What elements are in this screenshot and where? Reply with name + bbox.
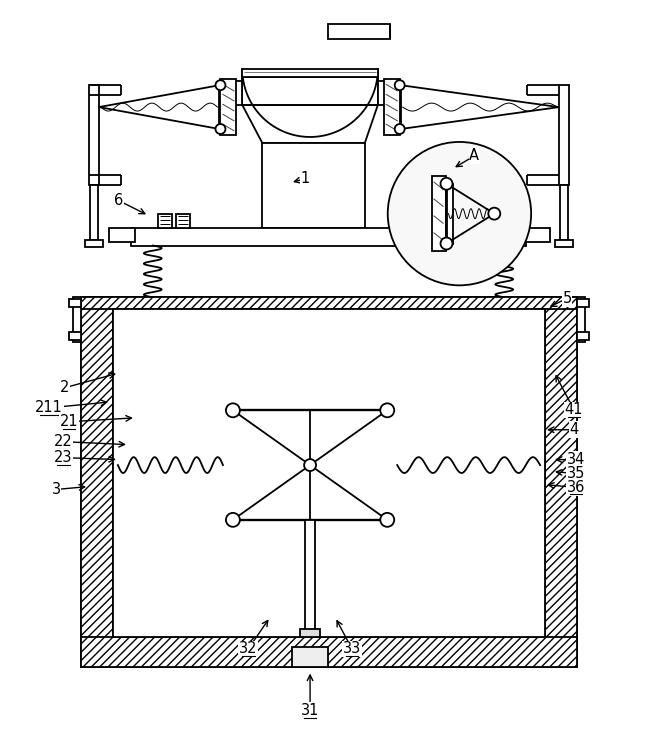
Bar [432, 176, 445, 251]
Bar [81, 637, 577, 666]
Text: 21: 21 [60, 414, 78, 429]
Bar [242, 69, 378, 77]
Text: 36: 36 [567, 480, 585, 495]
Circle shape [215, 80, 226, 91]
Bar [545, 297, 577, 666]
Circle shape [395, 80, 405, 91]
Circle shape [440, 178, 453, 190]
Bar [577, 299, 589, 307]
Circle shape [304, 459, 316, 471]
Bar [384, 80, 399, 135]
Text: 4: 4 [569, 422, 578, 437]
Circle shape [380, 513, 394, 527]
Text: 31: 31 [301, 703, 319, 718]
Circle shape [440, 237, 453, 250]
Bar [220, 80, 236, 135]
Bar [85, 239, 103, 247]
Circle shape [215, 124, 226, 134]
Bar [81, 297, 113, 666]
Bar [378, 81, 399, 105]
Bar [176, 214, 190, 228]
Bar [69, 332, 81, 340]
Bar [89, 85, 99, 185]
Bar [131, 228, 526, 245]
Text: 211: 211 [36, 400, 63, 415]
Circle shape [226, 404, 240, 418]
Bar [69, 299, 81, 307]
Text: 34: 34 [567, 452, 585, 467]
Bar [457, 214, 471, 228]
Circle shape [380, 404, 394, 418]
Bar [113, 310, 545, 637]
Text: 22: 22 [54, 434, 72, 449]
Text: 35: 35 [567, 466, 585, 481]
Text: 6: 6 [114, 193, 124, 208]
Bar [73, 297, 81, 342]
Text: 3: 3 [51, 482, 61, 497]
Bar [305, 520, 315, 632]
Circle shape [388, 142, 531, 285]
Text: 1: 1 [301, 172, 310, 186]
Text: 32: 32 [239, 641, 257, 656]
Bar [220, 81, 242, 105]
Polygon shape [242, 105, 378, 143]
Bar [328, 24, 390, 39]
Text: 2: 2 [59, 380, 69, 396]
Bar [475, 214, 490, 228]
Bar [242, 77, 378, 105]
Bar [81, 297, 577, 666]
Text: 41: 41 [565, 402, 583, 418]
Bar [559, 85, 569, 185]
Bar [81, 297, 577, 310]
Text: 33: 33 [343, 641, 361, 656]
Circle shape [226, 513, 240, 527]
Bar [263, 143, 365, 228]
Bar [90, 185, 98, 239]
Bar [300, 629, 320, 637]
Bar [555, 239, 573, 247]
Text: A: A [469, 148, 480, 164]
Bar [560, 185, 568, 239]
Bar [292, 647, 328, 666]
Bar [109, 228, 135, 242]
Bar [158, 214, 172, 228]
Bar [445, 184, 453, 244]
Bar [577, 332, 589, 340]
Bar [577, 297, 585, 342]
Circle shape [395, 124, 405, 134]
Text: 5: 5 [563, 291, 572, 306]
Circle shape [488, 207, 500, 220]
Text: 23: 23 [54, 450, 72, 465]
Bar [524, 228, 550, 242]
